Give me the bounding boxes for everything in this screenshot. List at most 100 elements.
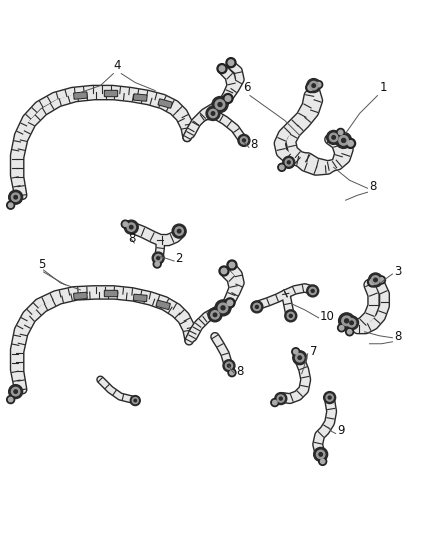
Circle shape (279, 397, 283, 400)
Circle shape (374, 278, 377, 282)
Circle shape (9, 385, 23, 399)
Circle shape (228, 369, 236, 377)
Text: 9: 9 (338, 424, 345, 438)
Circle shape (378, 276, 385, 284)
Circle shape (123, 222, 127, 227)
Circle shape (14, 390, 18, 393)
Circle shape (310, 82, 318, 90)
Bar (74, 92, 87, 99)
Circle shape (317, 450, 325, 458)
Bar (134, 94, 147, 101)
Circle shape (345, 316, 359, 330)
Text: 1: 1 (379, 80, 387, 94)
Circle shape (217, 63, 227, 74)
Text: 8: 8 (250, 139, 257, 151)
Circle shape (307, 78, 321, 93)
Circle shape (230, 370, 234, 375)
Circle shape (337, 128, 345, 136)
Bar (104, 290, 117, 296)
Circle shape (219, 66, 225, 71)
Circle shape (271, 399, 279, 407)
Bar (105, 91, 116, 94)
Circle shape (346, 139, 356, 148)
Circle shape (324, 392, 336, 403)
Circle shape (342, 316, 351, 326)
Circle shape (153, 260, 161, 268)
Text: 4: 4 (113, 59, 121, 71)
Circle shape (308, 85, 314, 90)
Circle shape (314, 80, 323, 88)
Circle shape (339, 135, 348, 145)
Circle shape (283, 156, 295, 168)
Bar (104, 90, 117, 95)
Bar (74, 293, 87, 300)
Circle shape (332, 136, 336, 139)
Circle shape (238, 134, 250, 147)
Text: 8: 8 (395, 330, 402, 343)
Circle shape (370, 279, 375, 285)
Circle shape (240, 137, 247, 144)
Text: 8: 8 (236, 365, 244, 378)
Circle shape (213, 313, 217, 317)
Circle shape (130, 225, 133, 229)
Circle shape (251, 301, 263, 313)
Circle shape (328, 396, 331, 399)
Circle shape (215, 100, 225, 109)
Circle shape (379, 278, 384, 282)
Circle shape (336, 132, 352, 148)
Circle shape (255, 305, 258, 309)
Circle shape (221, 268, 227, 274)
Circle shape (350, 321, 353, 325)
Bar (134, 95, 146, 100)
Circle shape (278, 163, 286, 171)
Circle shape (177, 229, 181, 233)
Bar (157, 302, 169, 308)
Circle shape (7, 201, 14, 209)
Circle shape (368, 273, 382, 287)
Circle shape (221, 306, 225, 310)
Circle shape (155, 254, 162, 262)
Circle shape (155, 262, 159, 266)
Bar (75, 294, 86, 298)
Text: 2: 2 (175, 252, 183, 265)
Circle shape (215, 300, 231, 316)
Bar (75, 93, 86, 98)
Circle shape (306, 83, 316, 93)
Circle shape (130, 395, 140, 406)
Circle shape (296, 353, 304, 362)
Circle shape (277, 395, 284, 402)
Text: 10: 10 (320, 310, 335, 323)
Circle shape (346, 328, 353, 336)
Circle shape (211, 112, 215, 115)
Circle shape (223, 360, 235, 372)
Circle shape (279, 165, 284, 169)
Circle shape (134, 399, 137, 402)
Circle shape (347, 319, 356, 327)
Text: 7: 7 (310, 345, 317, 358)
Circle shape (8, 398, 13, 402)
Circle shape (208, 308, 222, 322)
Circle shape (327, 131, 341, 144)
Circle shape (339, 326, 344, 330)
Text: 8: 8 (370, 180, 377, 193)
Circle shape (229, 262, 235, 268)
Circle shape (175, 227, 184, 235)
Circle shape (219, 266, 229, 276)
Circle shape (285, 159, 293, 166)
Circle shape (298, 356, 301, 359)
Circle shape (226, 58, 236, 68)
Circle shape (371, 276, 380, 284)
Circle shape (339, 130, 343, 135)
Bar (158, 99, 172, 108)
Circle shape (287, 312, 294, 319)
Text: 3: 3 (395, 265, 402, 278)
Circle shape (172, 224, 186, 238)
Circle shape (329, 133, 338, 142)
Circle shape (319, 453, 322, 456)
Circle shape (326, 394, 333, 401)
Circle shape (157, 256, 160, 260)
Circle shape (223, 94, 233, 103)
Circle shape (227, 260, 237, 270)
Circle shape (312, 84, 315, 87)
Circle shape (319, 457, 327, 465)
